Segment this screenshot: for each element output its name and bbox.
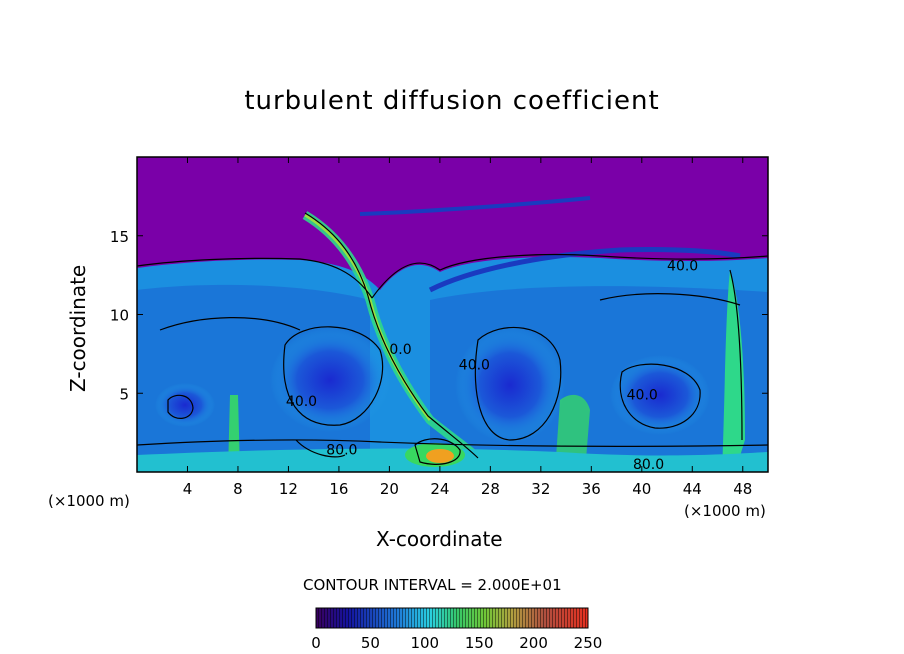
heatmap-field (137, 157, 768, 472)
colorbar-tick-label: 150 (465, 634, 494, 652)
x-axis-label: X-coordinate (376, 527, 503, 551)
x-tick-label: 44 (683, 480, 702, 498)
eddy-1 (270, 328, 390, 432)
colorbar-tick-label: 0 (311, 634, 321, 652)
x-axis-ticks: 4 8 12 16 20 24 28 32 36 40 44 48 (183, 157, 752, 498)
y-tick-label: 5 (119, 385, 129, 403)
x-unit-label-right: (×1000 m) (684, 502, 766, 520)
contour-label: 40.0 (286, 394, 317, 410)
contour-label: 80.0 (633, 457, 664, 473)
y-tick-label: 10 (110, 307, 129, 325)
y-tick-label: 15 (110, 228, 129, 246)
x-tick-label: 48 (733, 480, 752, 498)
contour-lines (137, 212, 768, 465)
eddy-3 (610, 355, 710, 435)
x-tick-label: 24 (430, 480, 449, 498)
contour-label: 0.0 (389, 342, 411, 358)
x-tick-label: 40 (632, 480, 651, 498)
x-tick-label: 20 (380, 480, 399, 498)
colorbar-tick-label: 100 (410, 634, 439, 652)
eddy-2 (455, 327, 565, 443)
contour-label: 80.0 (326, 443, 357, 459)
colorbar-tick-label: 200 (519, 634, 548, 652)
x-tick-label: 16 (329, 480, 348, 498)
contour-interval-text: CONTOUR INTERVAL = 2.000E+01 (303, 576, 562, 594)
contour-label: 40.0 (627, 388, 658, 404)
contour-label: 40.0 (459, 358, 490, 374)
y-axis-label: Z-coordinate (66, 264, 90, 392)
eddy-4 (155, 383, 215, 427)
x-tick-label: 8 (233, 480, 243, 498)
x-unit-label-left: (×1000 m) (48, 492, 130, 510)
x-tick-label: 32 (531, 480, 550, 498)
x-tick-label: 28 (481, 480, 500, 498)
contour-labels: 40.0 80.0 40.0 80.0 40.0 40.0 0.0 (286, 258, 698, 472)
x-tick-label: 4 (183, 480, 193, 498)
colorbar-ticks: 0 50 100 150 200 250 (311, 634, 602, 652)
y-axis-ticks: 5 10 15 (110, 228, 768, 403)
contour-label: 40.0 (667, 258, 698, 274)
colorbar-tick-label: 50 (361, 634, 380, 652)
x-tick-label: 36 (582, 480, 601, 498)
colorbar-tick-label: 250 (574, 634, 603, 652)
chart-title: turbulent diffusion coefficient (244, 86, 660, 116)
x-tick-label: 12 (279, 480, 298, 498)
